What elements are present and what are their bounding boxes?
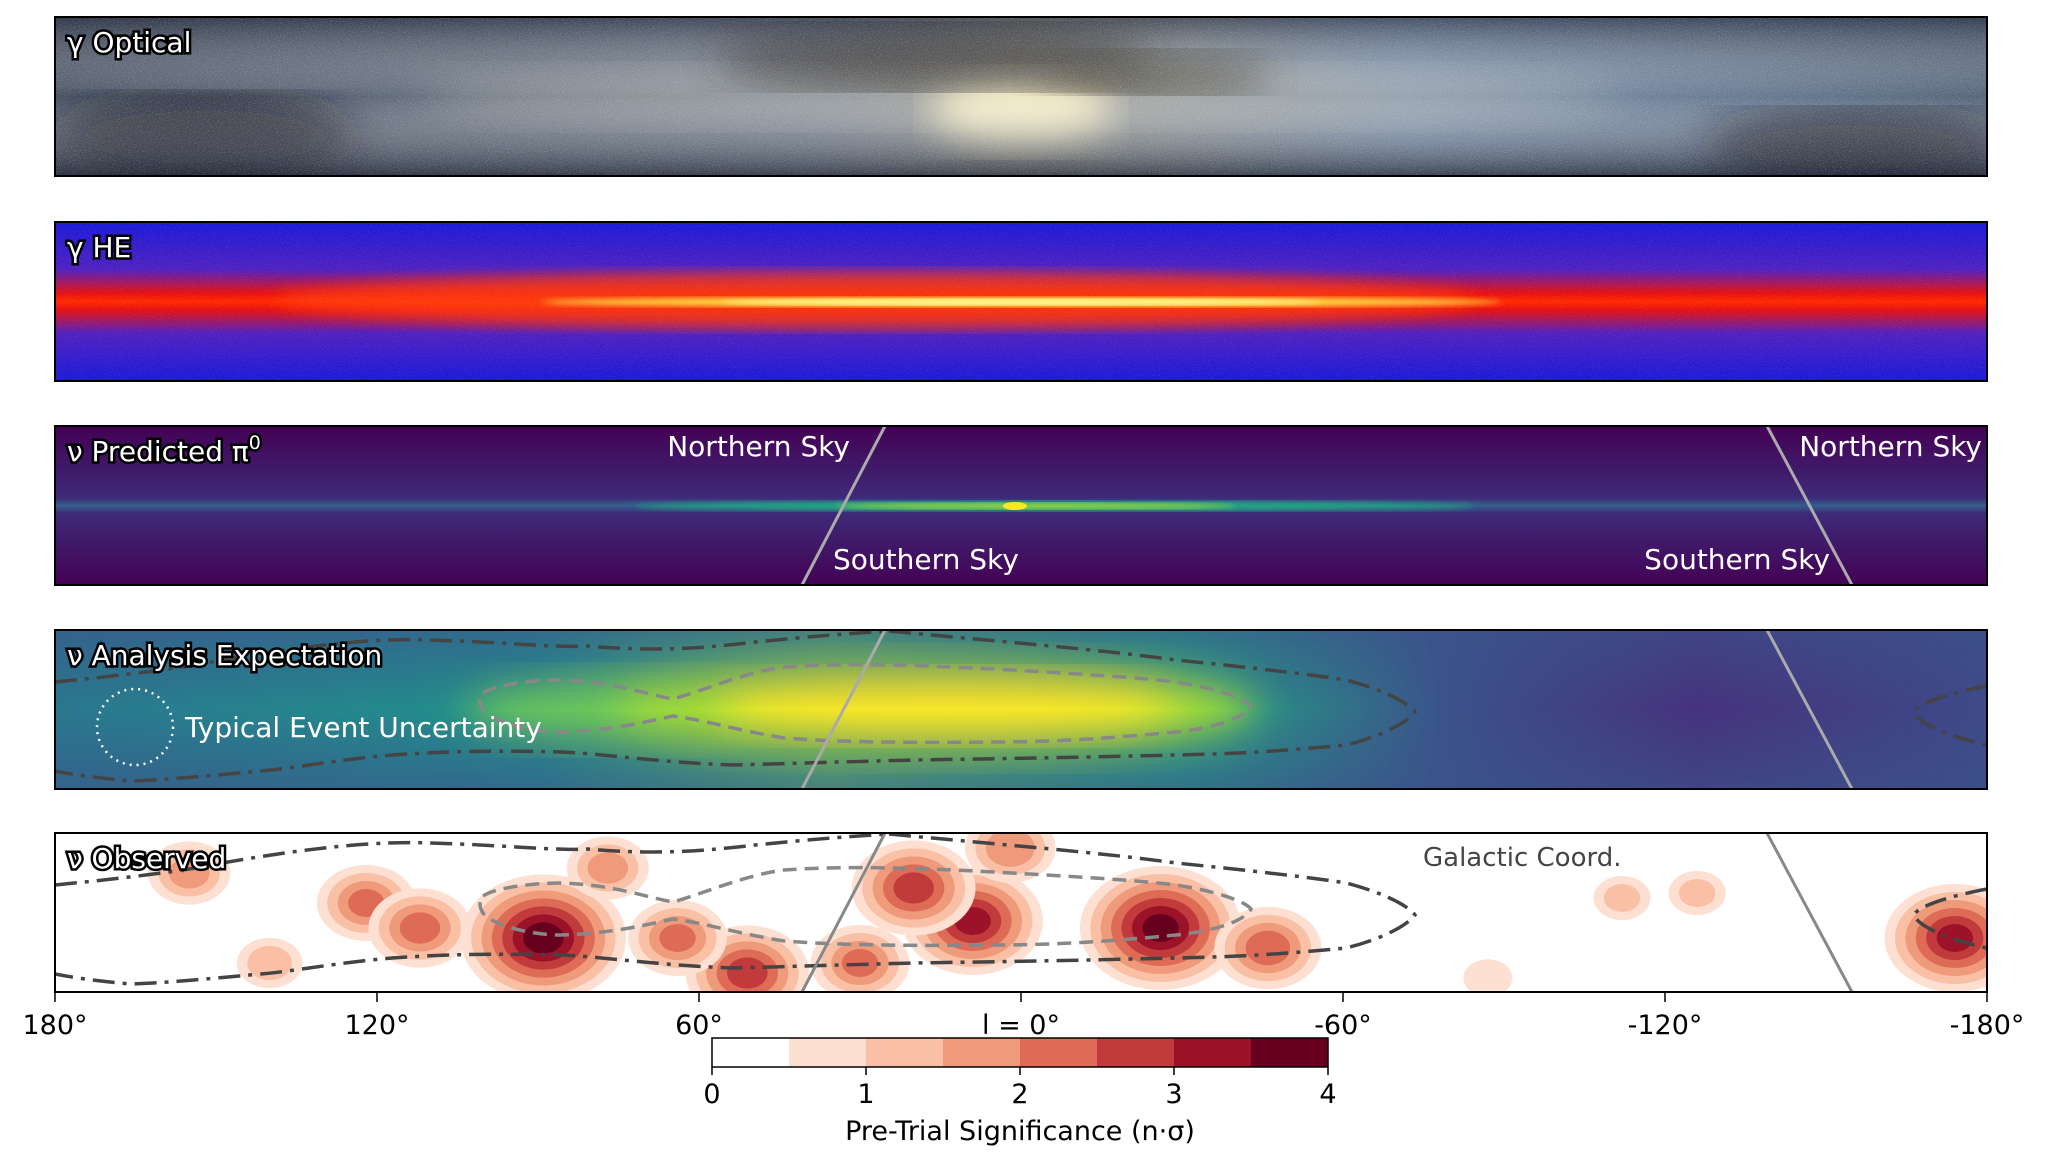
hotspot-level xyxy=(399,912,441,944)
panel-title-predicted: ν Predicted π0 xyxy=(67,432,261,468)
panel-analysis-expectation: Typical Event Uncertainty ν Analysis Exp… xyxy=(54,629,1988,790)
colorbar-swatch xyxy=(1097,1038,1175,1067)
sky-boundary-line xyxy=(1765,833,1854,992)
hotspot xyxy=(566,836,649,900)
hotspot-level xyxy=(1245,930,1291,966)
colorbar-swatch xyxy=(712,1038,790,1067)
panel-title-gamma-he: γ HE xyxy=(67,231,131,264)
x-tick-label: -120° xyxy=(1628,1010,1703,1041)
colorbar-swatch xyxy=(866,1038,944,1067)
hotspot xyxy=(810,925,910,992)
sky-boundary-line xyxy=(1765,630,1854,789)
hotspot xyxy=(1079,866,1242,990)
panel-observed: ν Observed Galactic Coord. xyxy=(54,832,1988,993)
hotspot xyxy=(236,937,303,989)
hotspot-layer xyxy=(148,833,1987,992)
hotspot-level xyxy=(727,957,768,989)
hotspot-level xyxy=(1679,879,1716,907)
panel-title-expectation: ν Analysis Expectation xyxy=(67,639,382,672)
hotspot xyxy=(368,888,472,968)
colorbar-tick-label: 2 xyxy=(1011,1079,1028,1110)
panel-optical: γ Optical xyxy=(54,16,1988,177)
hotspot xyxy=(460,874,627,992)
galactic-coord-label: Galactic Coord. xyxy=(1423,843,1621,873)
hotspot-level xyxy=(247,945,293,981)
sky-boundary-line xyxy=(800,833,887,992)
hotspot xyxy=(1884,884,1987,992)
panel-gamma-he: γ HE xyxy=(54,221,1988,382)
sky-boundary-line xyxy=(1765,426,1854,585)
hotspot xyxy=(1214,906,1322,990)
panel-predicted: ν Predicted π0 Northern Sky Southern Sky… xyxy=(54,425,1988,586)
hotspot-level xyxy=(523,922,564,954)
panel-title-optical: γ Optical xyxy=(67,26,191,59)
sky-boundary-line xyxy=(800,426,887,585)
colorbar-swatch xyxy=(943,1038,1021,1067)
hotspot-level xyxy=(659,924,696,952)
colorbar-swatch xyxy=(789,1038,867,1067)
colorbar-tick-label: 1 xyxy=(857,1079,874,1110)
hotspot-level xyxy=(893,872,934,904)
colorbar-tick-label: 4 xyxy=(1319,1079,1336,1110)
southern-sky-label: Southern Sky xyxy=(1644,543,1830,576)
hotspot-level xyxy=(587,852,629,884)
colorbar-swatch xyxy=(1020,1038,1098,1067)
colorbar: 0 1 2 3 4 xyxy=(703,1037,1337,1110)
x-tick-label: -180° xyxy=(1950,1010,2025,1041)
hotspot xyxy=(1463,959,1513,992)
hotspot-level xyxy=(1603,884,1641,912)
hotspot xyxy=(628,900,727,976)
event-uncertainty-circle xyxy=(95,687,175,767)
x-tick-label: 60° xyxy=(675,1010,723,1041)
hotspot xyxy=(1668,871,1726,915)
hotspot xyxy=(851,840,976,936)
panel-title-observed: ν Observed xyxy=(67,842,226,875)
x-tick-label: 120° xyxy=(344,1010,409,1041)
hotspot xyxy=(148,841,231,905)
hotspot-level xyxy=(985,833,1035,867)
hotspot xyxy=(1593,876,1651,920)
x-tick-label: 180° xyxy=(22,1010,87,1041)
northern-sky-label: Northern Sky xyxy=(667,430,850,463)
x-tick-label: -60° xyxy=(1314,1010,1372,1041)
northern-sky-label: Northern Sky xyxy=(1799,430,1982,463)
hotspot xyxy=(965,833,1056,883)
colorbar-label: Pre-Trial Significance (n·σ) xyxy=(845,1116,1195,1147)
colorbar-tick-label: 3 xyxy=(1165,1079,1182,1110)
colorbar-swatch xyxy=(1174,1038,1252,1067)
typical-event-uncertainty-label: Typical Event Uncertainty xyxy=(184,711,542,744)
sky-boundary-line xyxy=(800,630,887,789)
colorbar-tick-label: 0 xyxy=(703,1079,720,1110)
hotspot-level xyxy=(168,857,210,889)
southern-sky-label: Southern Sky xyxy=(833,543,1019,576)
x-axis: 180° 120° 60° l = 0° -60° -120° -180° xyxy=(22,993,2024,1041)
colorbar-swatch xyxy=(1251,1038,1329,1067)
hotspot-level xyxy=(1463,959,1513,992)
x-tick-label: l = 0° xyxy=(982,1010,1060,1041)
